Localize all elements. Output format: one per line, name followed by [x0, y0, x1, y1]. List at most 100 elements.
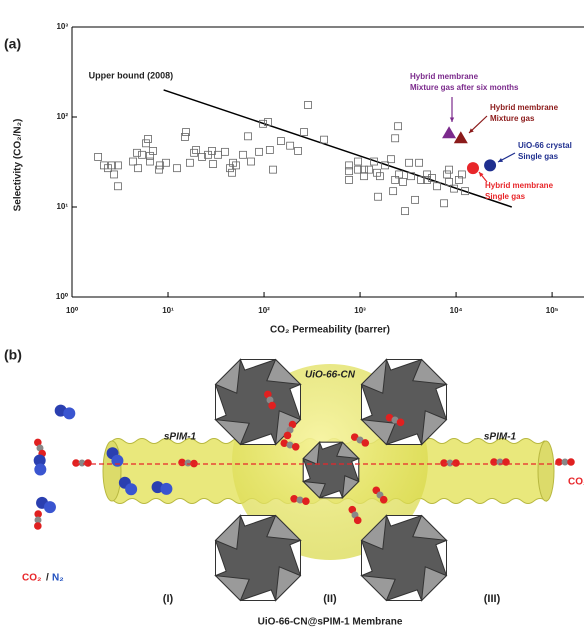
data-point [391, 176, 400, 184]
data-point [391, 134, 400, 143]
oxygen [350, 433, 359, 441]
arrow-head [469, 128, 474, 133]
oxygen [280, 439, 289, 448]
data-point [360, 165, 368, 174]
panel-label: (b) [4, 347, 22, 363]
cluster-face [360, 418, 396, 446]
data-point [354, 165, 362, 174]
cluster-face [302, 440, 321, 465]
data-point [407, 172, 415, 181]
data-point [190, 148, 199, 157]
data-point [198, 153, 206, 161]
gas-label: CO₂ [568, 477, 584, 488]
carbon [266, 396, 274, 404]
cluster-window [385, 515, 422, 527]
annotation: Mixture gas after six months [410, 83, 519, 92]
data-point [265, 146, 274, 154]
cluster-window [386, 433, 423, 445]
data-point [394, 122, 402, 131]
cluster-face [341, 475, 360, 500]
oxygen [302, 497, 310, 505]
data-point [320, 135, 328, 144]
annotation: Single gas [518, 152, 559, 161]
data-point [229, 158, 237, 167]
panel-label: (a) [4, 36, 21, 52]
oxygen [396, 418, 405, 427]
cluster-face [274, 566, 302, 602]
cluster-window [240, 433, 277, 445]
region-label: (III) [484, 593, 501, 605]
data-point [156, 161, 164, 170]
cluster-window [215, 540, 227, 577]
arrow-head [479, 172, 484, 177]
oxygen [72, 459, 80, 467]
oxygen [361, 439, 370, 447]
annotation: Mixture gas [490, 114, 535, 123]
carbon [446, 459, 454, 467]
data-point [450, 184, 458, 193]
oxygen [84, 459, 92, 467]
matrix-label: sPIM-1 [164, 432, 197, 443]
cluster-face [412, 358, 448, 386]
data-point [94, 153, 103, 161]
oxygen [290, 495, 298, 503]
cluster-window [239, 515, 276, 527]
region-label: (II) [323, 593, 337, 605]
data-point [453, 131, 468, 144]
gas-label: CO₂ [22, 573, 41, 584]
data-point [440, 199, 448, 208]
cluster-face [412, 514, 448, 542]
data-point [370, 157, 378, 166]
clusters [214, 358, 448, 602]
nitrogen [160, 482, 173, 495]
line-label: Upper bound (2008) [89, 70, 174, 80]
carbon [296, 496, 304, 504]
cluster-face [360, 574, 396, 602]
nitrogen [111, 454, 124, 467]
cluster-window [361, 384, 373, 421]
data-point [239, 150, 247, 159]
data-point [110, 170, 118, 179]
data-point [114, 182, 122, 191]
carbon [286, 441, 294, 449]
x-tick-label: 10⁰ [66, 306, 79, 315]
cluster-window [302, 458, 311, 483]
data-point [228, 168, 236, 177]
data-point [405, 158, 413, 167]
upper-bound-line [163, 89, 512, 208]
data-point [466, 162, 479, 175]
data-point [443, 170, 451, 179]
cluster-face [301, 480, 326, 499]
data-point [226, 164, 234, 173]
data-point [146, 151, 154, 160]
oxygen [567, 458, 575, 466]
cluster-face [360, 358, 388, 394]
oxygen [34, 438, 42, 447]
nitrogen [33, 454, 46, 467]
oxygen [385, 413, 394, 422]
data-point [155, 165, 163, 174]
x-axis-label: CO₂ Permeability (barrer) [270, 325, 390, 336]
oxygen [379, 495, 388, 504]
data-point [104, 164, 112, 173]
data-point [423, 176, 431, 184]
cluster-face [266, 514, 302, 542]
data-point [399, 178, 407, 186]
cluster-window [215, 384, 227, 421]
y-tick-label: 10⁰ [56, 292, 69, 301]
filler-label: UiO-66-CN [305, 370, 356, 381]
data-point [181, 133, 189, 141]
data-point [129, 157, 137, 166]
data-point [144, 135, 152, 143]
cluster-face [214, 418, 250, 446]
cluster-window [386, 589, 423, 601]
oxygen [34, 522, 42, 530]
nitrogen [34, 463, 47, 476]
y-tick-label: 10¹ [56, 202, 68, 211]
oxygen [264, 390, 272, 399]
data-point [374, 192, 382, 201]
data-point [300, 128, 308, 136]
data-point [114, 161, 122, 170]
cluster-window [361, 540, 373, 577]
